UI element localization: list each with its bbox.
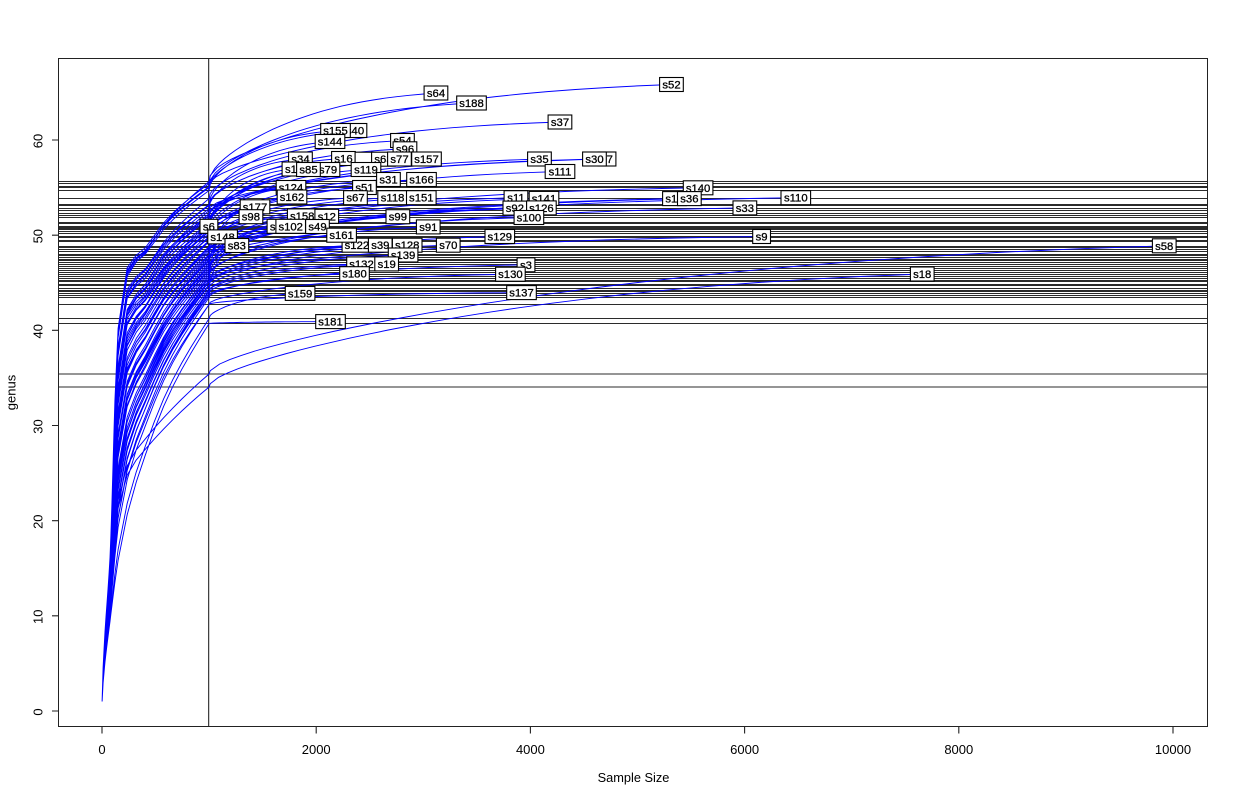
svg-text:s144: s144	[318, 137, 343, 149]
svg-text:s129: s129	[488, 232, 513, 244]
svg-text:s162: s162	[280, 192, 305, 204]
svg-text:50: 50	[31, 229, 46, 243]
svg-text:s159: s159	[288, 288, 313, 300]
svg-text:s39: s39	[371, 240, 389, 252]
svg-text:s19: s19	[378, 259, 396, 271]
svg-text:s98: s98	[242, 212, 260, 224]
svg-text:s119: s119	[354, 165, 378, 177]
svg-text:s77: s77	[390, 154, 408, 166]
svg-text:6000: 6000	[730, 742, 759, 757]
svg-text:s157: s157	[414, 154, 439, 166]
svg-text:2000: 2000	[302, 742, 331, 757]
svg-text:s100: s100	[517, 213, 542, 225]
svg-text:s137: s137	[509, 288, 534, 300]
svg-text:s37: s37	[551, 117, 569, 129]
svg-text:s58: s58	[1155, 241, 1173, 253]
svg-text:s99: s99	[389, 212, 407, 224]
svg-text:s151: s151	[409, 193, 434, 205]
svg-text:s111: s111	[549, 167, 572, 179]
svg-text:s64: s64	[427, 88, 445, 100]
svg-text:s52: s52	[662, 80, 680, 92]
svg-text:s33: s33	[736, 203, 754, 215]
svg-text:s30: s30	[585, 154, 603, 166]
svg-text:s35: s35	[530, 154, 548, 166]
svg-text:s130: s130	[498, 269, 523, 281]
svg-text:s67: s67	[346, 193, 364, 205]
svg-text:s1: s1	[285, 164, 297, 176]
svg-text:genus: genus	[4, 374, 19, 410]
svg-text:0: 0	[98, 742, 105, 757]
svg-text:s118: s118	[381, 193, 405, 205]
svg-text:s102: s102	[278, 221, 303, 233]
svg-text:s166: s166	[409, 175, 434, 187]
svg-text:s18: s18	[913, 269, 931, 281]
svg-text:s180: s180	[342, 269, 367, 281]
svg-text:s161: s161	[329, 230, 354, 242]
svg-text:s9: s9	[756, 232, 768, 244]
svg-text:8000: 8000	[944, 742, 973, 757]
svg-text:40: 40	[31, 324, 46, 338]
svg-text:s36: s36	[680, 194, 698, 206]
svg-text:60: 60	[31, 134, 46, 148]
svg-text:30: 30	[31, 419, 46, 433]
svg-text:s83: s83	[228, 241, 246, 253]
svg-text:s49: s49	[308, 222, 326, 234]
svg-text:s85: s85	[299, 165, 317, 177]
svg-text:s91: s91	[419, 222, 437, 234]
svg-text:20: 20	[31, 514, 46, 528]
svg-text:0: 0	[31, 708, 46, 715]
svg-text:4000: 4000	[516, 742, 545, 757]
svg-text:s188: s188	[459, 98, 484, 110]
svg-text:s70: s70	[439, 240, 457, 252]
svg-text:s31: s31	[379, 175, 397, 187]
svg-text:s181: s181	[318, 317, 343, 329]
svg-text:Sample Size: Sample Size	[598, 770, 670, 785]
svg-text:10000: 10000	[1155, 742, 1191, 757]
svg-text:s110: s110	[784, 193, 808, 205]
svg-text:10: 10	[31, 610, 46, 624]
svg-text:s122: s122	[345, 240, 370, 252]
svg-text:s79: s79	[319, 165, 337, 177]
